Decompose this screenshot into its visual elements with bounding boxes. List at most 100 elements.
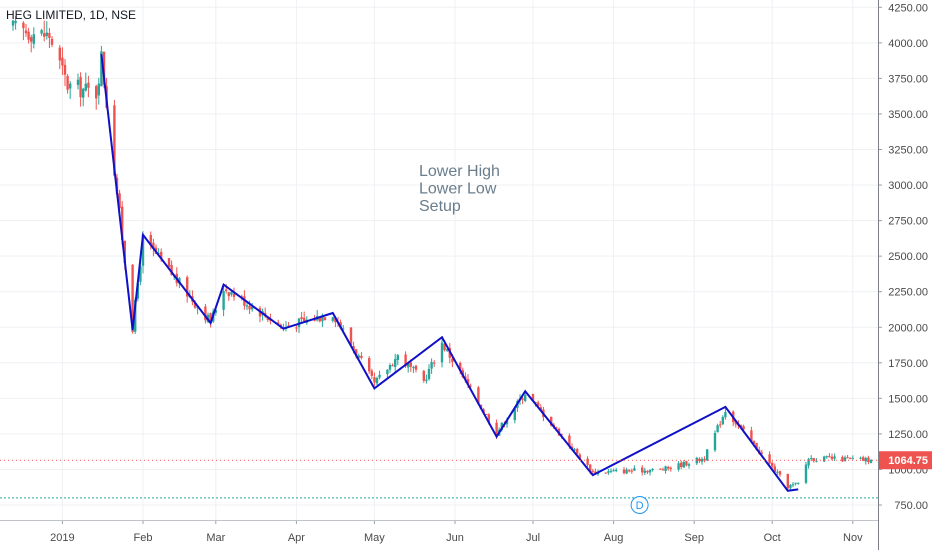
candle-body [321,316,324,322]
candle-body [266,317,269,320]
candle-body [66,75,69,90]
candle-body [357,355,360,358]
candle-body [487,414,490,423]
candle-body [537,402,540,407]
candle-body [131,264,134,332]
candle-body [669,467,672,469]
candle-body [157,252,160,254]
candle-body [648,470,652,473]
candle-body [100,51,103,87]
candle-body [82,88,85,98]
candle-body [225,289,228,292]
candle-body [11,20,15,26]
candle-body [591,470,594,472]
candle-body [825,456,828,458]
y-tick-label: 3250.00 [888,145,928,157]
candle-body [443,343,446,351]
candle-body [755,442,758,450]
candle-body [245,305,249,307]
candle-body [40,29,43,34]
candle-body [833,456,836,459]
candle-body [505,420,509,425]
candle-body [45,32,48,37]
y-tick-label: 4250.00 [888,2,928,14]
candle-body [661,469,665,471]
candle-body [14,20,17,24]
candle-body [703,458,706,461]
candle-body [113,105,116,176]
candle-body [716,425,719,433]
candle-body [742,426,745,430]
candle-body [612,470,615,472]
candle-body [804,464,808,483]
candle-body [586,458,589,465]
candle-body [50,38,54,45]
x-tick-label: Sep [684,532,704,544]
candle-body [227,292,230,297]
candle-body [396,355,399,361]
y-tick-label: 2750.00 [888,216,928,228]
candle-body [513,408,516,421]
candle-body [713,433,717,451]
candle-body [773,466,776,472]
candle-body [589,464,592,472]
candle-body [134,300,137,332]
candle-body [318,316,321,322]
candle-body [495,422,498,436]
candle-body [719,424,722,426]
candle-body [807,459,810,466]
candle-body [555,427,558,429]
candle-body [578,454,581,460]
candle-body [651,468,654,471]
annotation-line: Lower Low [419,181,497,198]
candle-body [794,482,797,484]
y-tick-label: 4000.00 [888,38,928,50]
candle-body [628,470,631,472]
y-tick-label: 1750.00 [888,358,928,370]
candle-body [69,83,72,89]
candle-body [791,484,795,486]
event-marker-circle[interactable] [630,496,649,514]
y-tick-label: 2000.00 [888,322,928,334]
candle-body [139,266,142,282]
chart-title: HEG LIMITED, 1D, NSE [6,8,137,22]
x-tick-label: 2019 [50,532,74,544]
candle-body [560,434,563,436]
candle-body [355,349,358,357]
candle-body [412,367,415,369]
candle-body [485,413,488,415]
candle-body [323,317,327,321]
candle-body [303,317,306,322]
candle-body [440,342,444,363]
candle-body [118,193,121,209]
candle-body [849,457,852,459]
candle-body [76,79,80,85]
candle-body [79,76,82,98]
candle-body [32,34,35,44]
candle-body [61,57,64,66]
candle-body [823,456,826,462]
candle-body [633,468,636,471]
candle-body [771,462,774,467]
candle-body [568,435,571,446]
candle-body [388,364,392,370]
candle-body [646,470,649,473]
y-tick-label: 3000.00 [888,180,928,192]
x-tick-label: May [364,532,385,544]
candle-body [349,327,353,345]
candle-body [30,37,33,42]
candle-body [232,293,236,297]
annotation-line: Setup [419,198,461,215]
candle-body [622,469,626,474]
candle-body [149,235,152,245]
candle-body [334,317,337,323]
candle-body [102,51,106,85]
x-tick-label: Jul [526,532,540,544]
candle-body [469,385,472,387]
candle-body [776,471,779,473]
candle-body [760,452,763,454]
candle-body [687,464,691,466]
candle-body [667,466,670,469]
candle-body [830,456,834,460]
